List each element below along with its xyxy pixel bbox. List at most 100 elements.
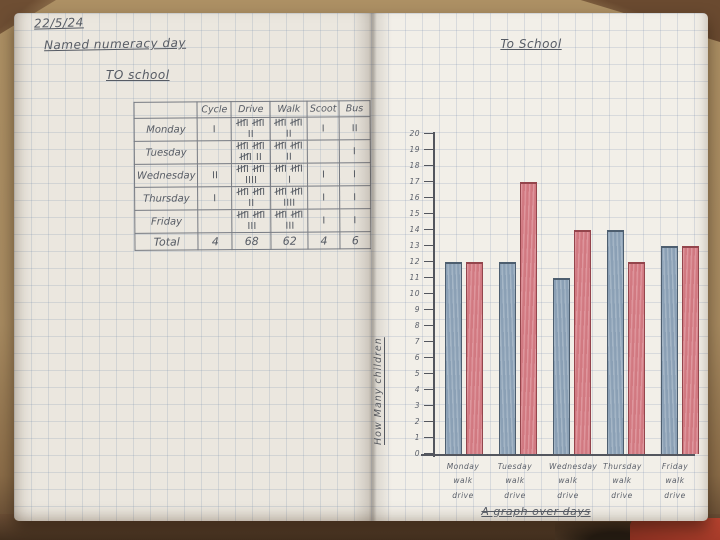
row-label-total: Total <box>134 232 199 251</box>
tally-group <box>290 210 303 221</box>
tally-group <box>236 118 249 129</box>
tally-group <box>353 169 356 180</box>
x-tick-label-thursday: Thursday walk drive <box>603 462 642 500</box>
red-object <box>630 518 720 540</box>
col-header-blank <box>133 101 198 119</box>
y-tick-mark <box>424 149 433 150</box>
tally-cell <box>270 140 308 164</box>
y-tick-label: 20 <box>409 129 420 138</box>
table-row: Friday <box>134 208 371 234</box>
y-tick-mark <box>424 373 433 374</box>
y-tick-label: 19 <box>409 145 420 154</box>
chart-caption: A graph over days <box>481 505 591 518</box>
tally-cell <box>307 185 340 210</box>
y-tick-label: 7 <box>414 337 420 346</box>
tally-cell <box>307 162 340 187</box>
bar-pair-friday <box>661 246 699 454</box>
tally-cell <box>197 140 232 164</box>
tally-group <box>290 118 303 129</box>
y-tick-label: 5 <box>414 369 420 378</box>
tally-group <box>288 175 291 186</box>
tally-group <box>274 187 287 198</box>
bar-pair-monday <box>445 262 483 454</box>
col-header-scoot: Scoot <box>307 100 339 118</box>
tally-group <box>252 141 265 152</box>
y-tick-label: 12 <box>409 257 420 266</box>
tally-group <box>322 215 325 226</box>
bar-group <box>435 134 699 454</box>
tally-group <box>290 164 303 175</box>
y-tick-mark <box>424 133 433 134</box>
tally-group <box>354 215 357 226</box>
tally-group <box>248 198 254 209</box>
bar-pair-thursday <box>607 230 645 454</box>
tally-cell <box>231 209 272 233</box>
y-tick-mark <box>424 437 433 438</box>
tally-group <box>247 221 256 232</box>
y-tick-label: 18 <box>409 161 420 170</box>
x-axis-line <box>421 454 695 456</box>
row-label-friday: Friday <box>134 209 199 234</box>
total-bus: 6 <box>339 231 372 249</box>
bar-drive-tuesday <box>520 182 537 454</box>
right-page: To School How Many children 0 1 2 3 4 5 6 7 8 9 10… <box>371 13 708 521</box>
tally-group <box>274 164 287 175</box>
y-tick-label: 16 <box>409 193 420 202</box>
total-drive: 68 <box>232 232 272 250</box>
x-axis-labels: Monday walk drive Tuesday walk drive Wednesd… <box>435 460 693 503</box>
tally-cell <box>338 116 371 140</box>
y-tick-mark <box>424 325 433 326</box>
y-tick-mark <box>424 357 433 358</box>
bar-pair-tuesday <box>499 182 537 454</box>
tally-group <box>290 187 303 198</box>
y-axis-label: How Many children <box>373 337 384 445</box>
bar-drive-monday <box>466 262 483 454</box>
bar-pair-wednesday <box>553 230 591 454</box>
tally-group <box>252 164 265 175</box>
tally-group <box>354 192 357 203</box>
y-tick-label: 11 <box>409 273 420 282</box>
tally-group <box>274 210 287 221</box>
tally-group <box>322 169 325 180</box>
row-label-monday: Monday <box>134 117 198 142</box>
x-tick-label-tuesday: Tuesday walk drive <box>497 462 533 500</box>
y-tick-mark <box>424 341 433 342</box>
tally-group <box>322 123 325 134</box>
bar-walk-monday <box>445 262 462 454</box>
y-tick-label: 9 <box>414 305 420 314</box>
col-header-cycle: Cycle <box>197 101 232 118</box>
tally-cell <box>339 185 371 209</box>
tally-cell <box>307 139 340 164</box>
table-row: Wednesday <box>134 162 371 188</box>
y-tick-label: 6 <box>414 353 420 362</box>
tally-group <box>213 124 216 135</box>
tally-group <box>274 141 287 152</box>
tally-group <box>236 164 249 175</box>
x-tick-label-wednesday: Wednesday walk drive <box>549 462 598 500</box>
bar-drive-friday <box>682 246 699 454</box>
tally-cell <box>270 163 308 187</box>
tally-cell <box>231 163 271 187</box>
table-total-row: Total 4 68 62 4 6 <box>134 231 372 251</box>
y-tick-label: 8 <box>414 321 420 330</box>
bar-walk-friday <box>661 246 678 454</box>
bar-drive-wednesday <box>574 230 591 454</box>
tally-cell <box>231 140 271 164</box>
y-tick-mark <box>424 165 433 166</box>
y-tick-mark <box>424 293 433 294</box>
row-label-tuesday: Tuesday <box>134 140 198 165</box>
tally-group <box>290 141 303 152</box>
tally-group <box>286 152 292 163</box>
y-axis-ticks: 0 1 2 3 4 5 6 7 8 9 10 11 12 13 14 15 16 17 18 19 20 <box>409 129 433 458</box>
total-scoot: 4 <box>308 231 340 250</box>
tally-cell <box>307 116 340 141</box>
tally-cell <box>231 117 271 141</box>
total-walk: 62 <box>271 232 309 250</box>
table-row: Monday <box>134 116 371 142</box>
row-label-wednesday: Wednesday <box>134 163 199 188</box>
y-tick-label: 17 <box>409 177 420 186</box>
tally-group <box>274 118 287 129</box>
col-header-bus: Bus <box>338 100 371 117</box>
y-tick-label: 4 <box>414 385 420 394</box>
tally-group <box>256 152 262 163</box>
